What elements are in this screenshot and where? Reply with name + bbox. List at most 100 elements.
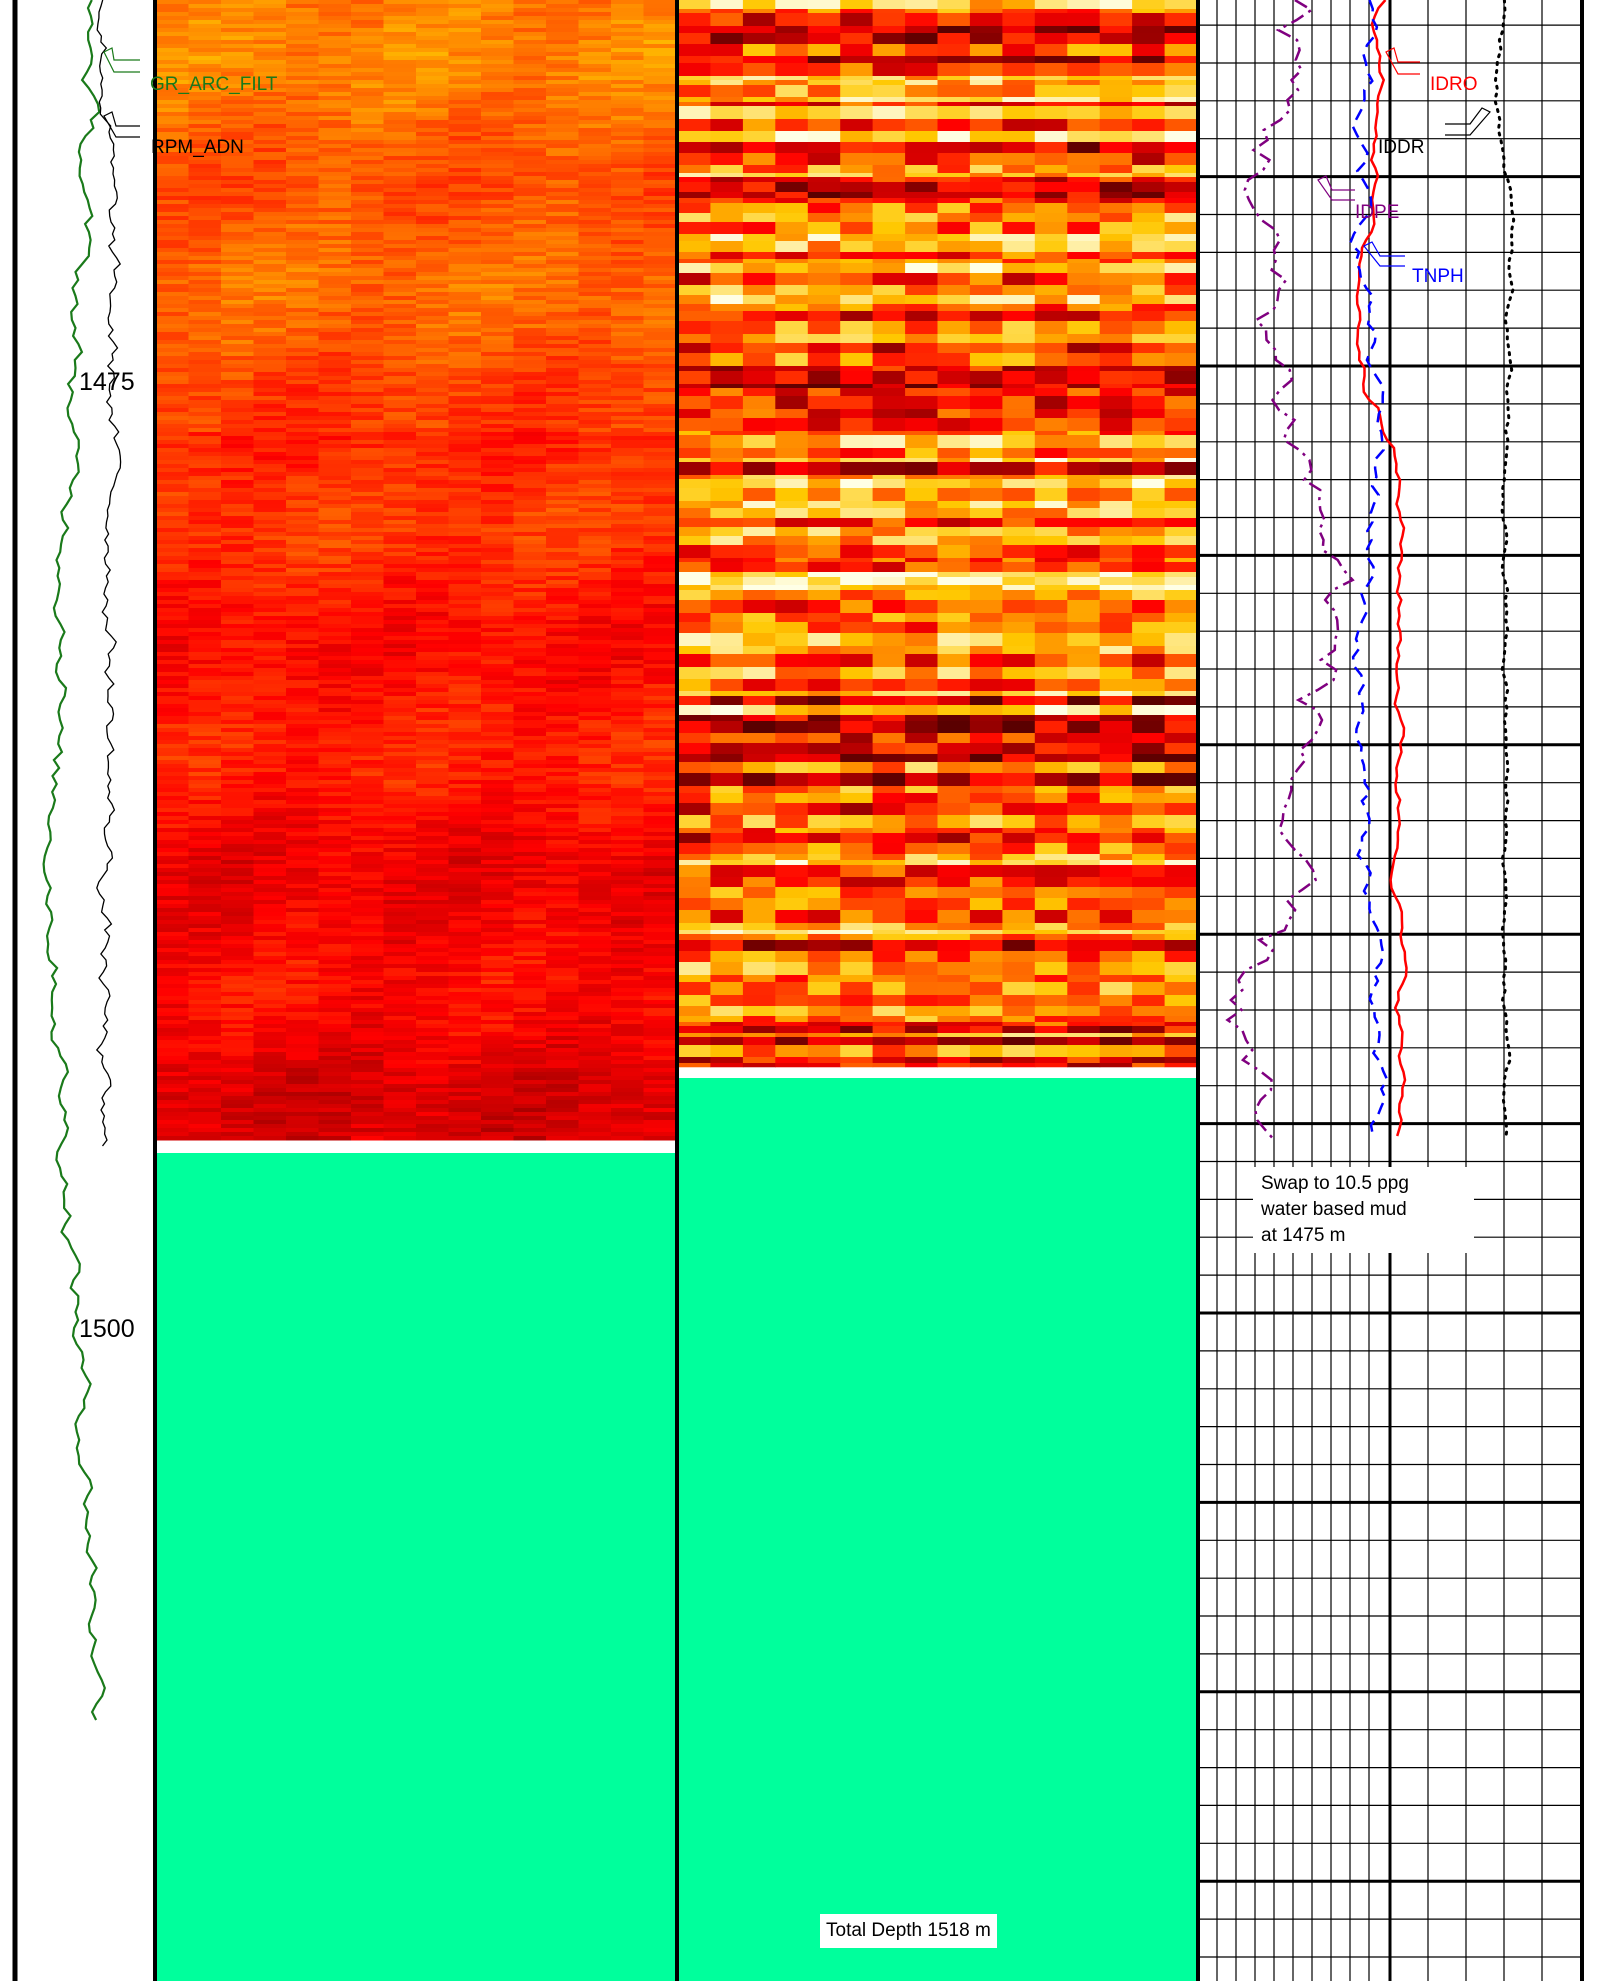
static-image-cell bbox=[481, 448, 515, 453]
static-image-cell bbox=[481, 632, 515, 637]
dynamic-image-cell bbox=[1132, 222, 1166, 235]
static-image-cell bbox=[643, 352, 677, 357]
static-image-cell bbox=[188, 576, 222, 581]
static-image-cell bbox=[188, 760, 222, 765]
static-image-cell bbox=[611, 164, 645, 169]
static-image-cell bbox=[513, 136, 547, 141]
static-image-cell bbox=[513, 672, 547, 677]
static-image-cell bbox=[351, 976, 385, 981]
static-image-cell bbox=[448, 72, 482, 77]
static-image-cell bbox=[481, 64, 515, 69]
static-image-cell bbox=[513, 1112, 547, 1117]
static-image-cell bbox=[416, 112, 450, 117]
static-image-cell bbox=[416, 984, 450, 989]
static-image-cell bbox=[513, 592, 547, 597]
static-image-cell bbox=[253, 252, 287, 257]
static-image-cell bbox=[156, 900, 190, 905]
static-image-cell bbox=[546, 408, 580, 413]
static-image-cell bbox=[481, 196, 515, 201]
static-image-cell bbox=[643, 952, 677, 957]
dynamic-image-cell bbox=[807, 142, 841, 154]
static-image-cell bbox=[188, 424, 222, 429]
static-image-cell bbox=[611, 184, 645, 189]
static-image-cell bbox=[318, 1036, 352, 1041]
static-image-cell bbox=[156, 696, 190, 701]
static-image-cell bbox=[156, 1016, 190, 1021]
static-image-cell bbox=[253, 40, 287, 45]
static-image-cell bbox=[448, 324, 482, 329]
static-image-cell bbox=[416, 844, 450, 849]
static-image-cell bbox=[578, 632, 612, 637]
static-image-cell bbox=[286, 444, 320, 449]
static-image-cell bbox=[416, 388, 450, 393]
static-image-cell bbox=[578, 100, 612, 105]
static-image-cell bbox=[253, 1024, 287, 1029]
static-image-cell bbox=[188, 464, 222, 469]
static-image-cell bbox=[643, 216, 677, 221]
static-image-cell bbox=[481, 108, 515, 113]
static-image-cell bbox=[448, 216, 482, 221]
static-image-cell bbox=[546, 424, 580, 429]
static-image-cell bbox=[188, 1084, 222, 1089]
static-image-cell bbox=[513, 824, 547, 829]
static-image-cell bbox=[383, 8, 417, 13]
static-image-cell bbox=[351, 32, 385, 37]
static-image-cell bbox=[643, 104, 677, 109]
static-image-cell bbox=[188, 144, 222, 149]
dynamic-image-cell bbox=[872, 173, 906, 178]
static-image-cell bbox=[643, 864, 677, 869]
static-image-cell bbox=[448, 772, 482, 777]
static-image-cell bbox=[513, 216, 547, 221]
static-image-cell bbox=[318, 744, 352, 749]
static-image-cell bbox=[383, 1000, 417, 1005]
static-image-cell bbox=[188, 928, 222, 933]
static-image-cell bbox=[481, 24, 515, 29]
static-image-cell bbox=[611, 524, 645, 529]
static-image-cell bbox=[318, 284, 352, 289]
static-image-cell bbox=[611, 1036, 645, 1041]
static-image-cell bbox=[318, 712, 352, 717]
static-image-cell bbox=[188, 192, 222, 197]
static-image-cell bbox=[611, 808, 645, 813]
static-image-cell bbox=[481, 668, 515, 673]
static-image-cell bbox=[481, 468, 515, 473]
static-image-cell bbox=[611, 188, 645, 193]
static-image-cell bbox=[578, 952, 612, 957]
static-image-cell bbox=[416, 1080, 450, 1085]
static-image-cell bbox=[156, 456, 190, 461]
static-image-cell bbox=[416, 464, 450, 469]
static-image-cell bbox=[221, 712, 255, 717]
static-image-cell bbox=[513, 996, 547, 1001]
static-image-cell bbox=[351, 532, 385, 537]
static-image-cell bbox=[546, 1084, 580, 1089]
static-image-cell bbox=[156, 848, 190, 853]
static-image-cell bbox=[546, 820, 580, 825]
static-image-cell bbox=[578, 720, 612, 725]
dynamic-image-cell bbox=[905, 131, 939, 143]
static-image-cell bbox=[286, 640, 320, 645]
static-image-cell bbox=[221, 616, 255, 621]
static-image-cell bbox=[481, 852, 515, 857]
static-image-cell bbox=[221, 1112, 255, 1117]
static-image-cell bbox=[286, 32, 320, 37]
static-image-cell bbox=[643, 456, 677, 461]
static-image-cell bbox=[383, 496, 417, 501]
static-image-cell bbox=[416, 448, 450, 453]
static-image-cell bbox=[318, 40, 352, 45]
dynamic-image-cell bbox=[969, 131, 1003, 143]
dynamic-image-cell bbox=[678, 106, 711, 120]
static-image-cell bbox=[351, 840, 385, 845]
static-image-cell bbox=[188, 276, 222, 281]
static-image-cell bbox=[448, 920, 482, 925]
static-image-cell bbox=[221, 248, 255, 253]
static-image-cell bbox=[253, 564, 287, 569]
static-image-cell bbox=[643, 524, 677, 529]
static-image-cell bbox=[546, 952, 580, 957]
dynamic-image-cell bbox=[937, 9, 971, 14]
static-image-cell bbox=[188, 872, 222, 877]
static-image-cell bbox=[611, 208, 645, 213]
dynamic-image-cell bbox=[969, 9, 1003, 14]
static-image-cell bbox=[188, 1136, 222, 1141]
static-image-cell bbox=[416, 456, 450, 461]
dynamic-image-cell bbox=[1002, 177, 1036, 183]
